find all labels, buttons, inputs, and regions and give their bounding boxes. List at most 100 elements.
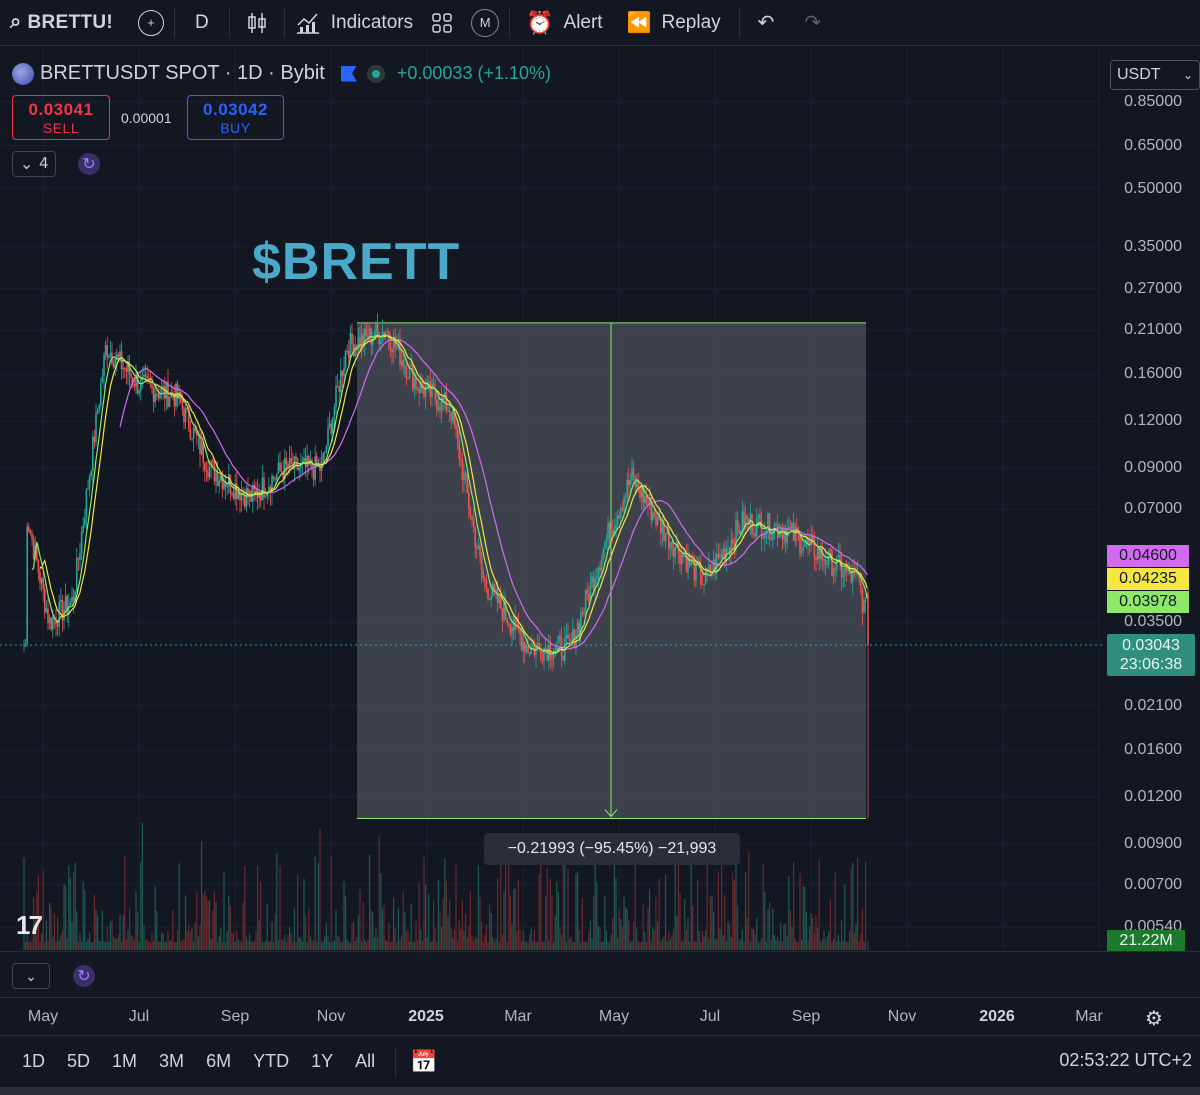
volume-bar [586, 941, 588, 950]
clock[interactable]: 02:53:22 UTC+2 [1059, 1050, 1192, 1070]
candle-body [300, 462, 302, 469]
volume-bar [335, 910, 337, 950]
volume-bar [444, 858, 446, 950]
volume-bar [711, 895, 713, 950]
candle-body [592, 576, 595, 591]
range-button-all[interactable]: All [355, 1051, 376, 1071]
volume-bar [511, 924, 513, 950]
interval-button[interactable]: D [175, 0, 229, 46]
redo-button[interactable]: ↷ [792, 0, 833, 46]
gear-icon[interactable]: ⚙ [1145, 1008, 1163, 1030]
sell-button[interactable]: 0.03041 SELL [12, 95, 110, 140]
candle-body [562, 656, 564, 661]
candle-body [104, 345, 107, 355]
range-button-1m[interactable]: 1M [112, 1051, 138, 1071]
volume-bar [449, 899, 451, 950]
volume-bar [697, 879, 699, 950]
volume-bar [853, 932, 855, 950]
volume-bar [601, 941, 603, 950]
tradingview-logo[interactable]: 17 [16, 910, 43, 940]
time-axis-label: May [598, 1008, 630, 1025]
add-symbol-button[interactable]: + [128, 0, 174, 46]
range-button-ytd[interactable]: YTD [253, 1051, 290, 1071]
candle-body [746, 515, 748, 519]
indicators-collapse-button[interactable]: ⌄ 4 [12, 151, 56, 177]
volume-bar [101, 909, 103, 950]
volume-bar [297, 874, 299, 950]
candle-body [722, 548, 724, 559]
candle-body [672, 547, 675, 558]
candle-body [757, 514, 760, 518]
candle-body [186, 407, 188, 409]
volume-bar [65, 885, 67, 950]
candle-body [343, 367, 345, 377]
volume-bar [666, 941, 668, 950]
volume-bar [205, 896, 207, 950]
candle-body [125, 368, 128, 372]
candle-body [770, 539, 772, 541]
volume-bar [671, 934, 673, 950]
candle-body [39, 572, 41, 584]
price-axis-label: 0.01600 [1124, 740, 1182, 758]
m-button[interactable]: M [461, 0, 509, 46]
range-button-1y[interactable]: 1Y [311, 1051, 334, 1071]
symbol-search[interactable]: ⌕ BRETTU! [0, 0, 128, 46]
sell-price: 0.03041 [28, 99, 94, 119]
range-button-6m[interactable]: 6M [206, 1051, 232, 1071]
layouts-button[interactable] [423, 0, 461, 46]
replay-button[interactable]: ⏪ Replay [619, 0, 729, 46]
volume-bar [77, 941, 79, 950]
alert-label: Alert [563, 11, 603, 33]
indicators-button[interactable]: Indicators [285, 0, 423, 46]
volume-bar [637, 941, 639, 950]
candle-body [858, 574, 860, 581]
pane-collapse-button[interactable]: ⌄ [12, 963, 50, 989]
candle-body [831, 550, 833, 577]
range-button-3m[interactable]: 3M [159, 1051, 185, 1071]
volume-bar [692, 905, 694, 950]
toolbar-divider [283, 7, 285, 38]
sync-icon[interactable]: ↻ [78, 153, 100, 175]
candle-body [583, 611, 585, 615]
candle-body [79, 552, 81, 560]
sync-icon[interactable]: ↻ [73, 965, 95, 987]
candle-body [282, 472, 284, 479]
currency-select[interactable]: USDT ⌄ [1110, 60, 1200, 90]
volume-bar [516, 931, 518, 950]
volume-bar [517, 879, 519, 950]
candle-body [431, 383, 433, 398]
chart-type-button[interactable] [230, 0, 284, 46]
candle-body [812, 536, 814, 540]
volume-bar [95, 909, 97, 950]
volume-bar [233, 933, 235, 950]
volume-bar [647, 906, 649, 950]
candle-body [292, 463, 294, 470]
buy-button[interactable]: 0.03042 BUY [187, 95, 284, 140]
volume-bar [228, 895, 230, 950]
range-button-1d[interactable]: 1D [22, 1051, 46, 1071]
undo-button[interactable]: ↶ [740, 0, 793, 46]
time-axis[interactable]: May Jul Sep Nov 2025 Mar May Jul Sep Nov 2026 Mar ⚙ [0, 997, 1200, 1034]
chevron-down-icon: ⌄ [1182, 68, 1193, 82]
volume-bar [730, 936, 732, 950]
flag-icon[interactable] [340, 65, 357, 82]
candle-body [55, 617, 57, 625]
bottom-strip [0, 1087, 1200, 1095]
volume-bar [165, 941, 167, 950]
candle-body [530, 646, 532, 655]
price-chart[interactable] [0, 47, 1200, 950]
range-button-5d[interactable]: 5D [67, 1051, 91, 1071]
candle-body [61, 599, 64, 621]
volume-bar [373, 938, 375, 950]
volume-bar [338, 936, 340, 950]
candle-body [276, 473, 278, 480]
candle-body [749, 513, 752, 526]
candle-body [400, 359, 403, 365]
volume-bar [737, 904, 739, 950]
annotation-title: $BRETT [252, 233, 461, 291]
price-change: +0.00033 (+1.10%) [396, 63, 551, 83]
volume-bar [169, 941, 171, 950]
alert-button[interactable]: ⏰ Alert [510, 0, 618, 46]
date-range-icon[interactable]: 📅 [410, 1048, 438, 1074]
candle-body [847, 565, 849, 572]
